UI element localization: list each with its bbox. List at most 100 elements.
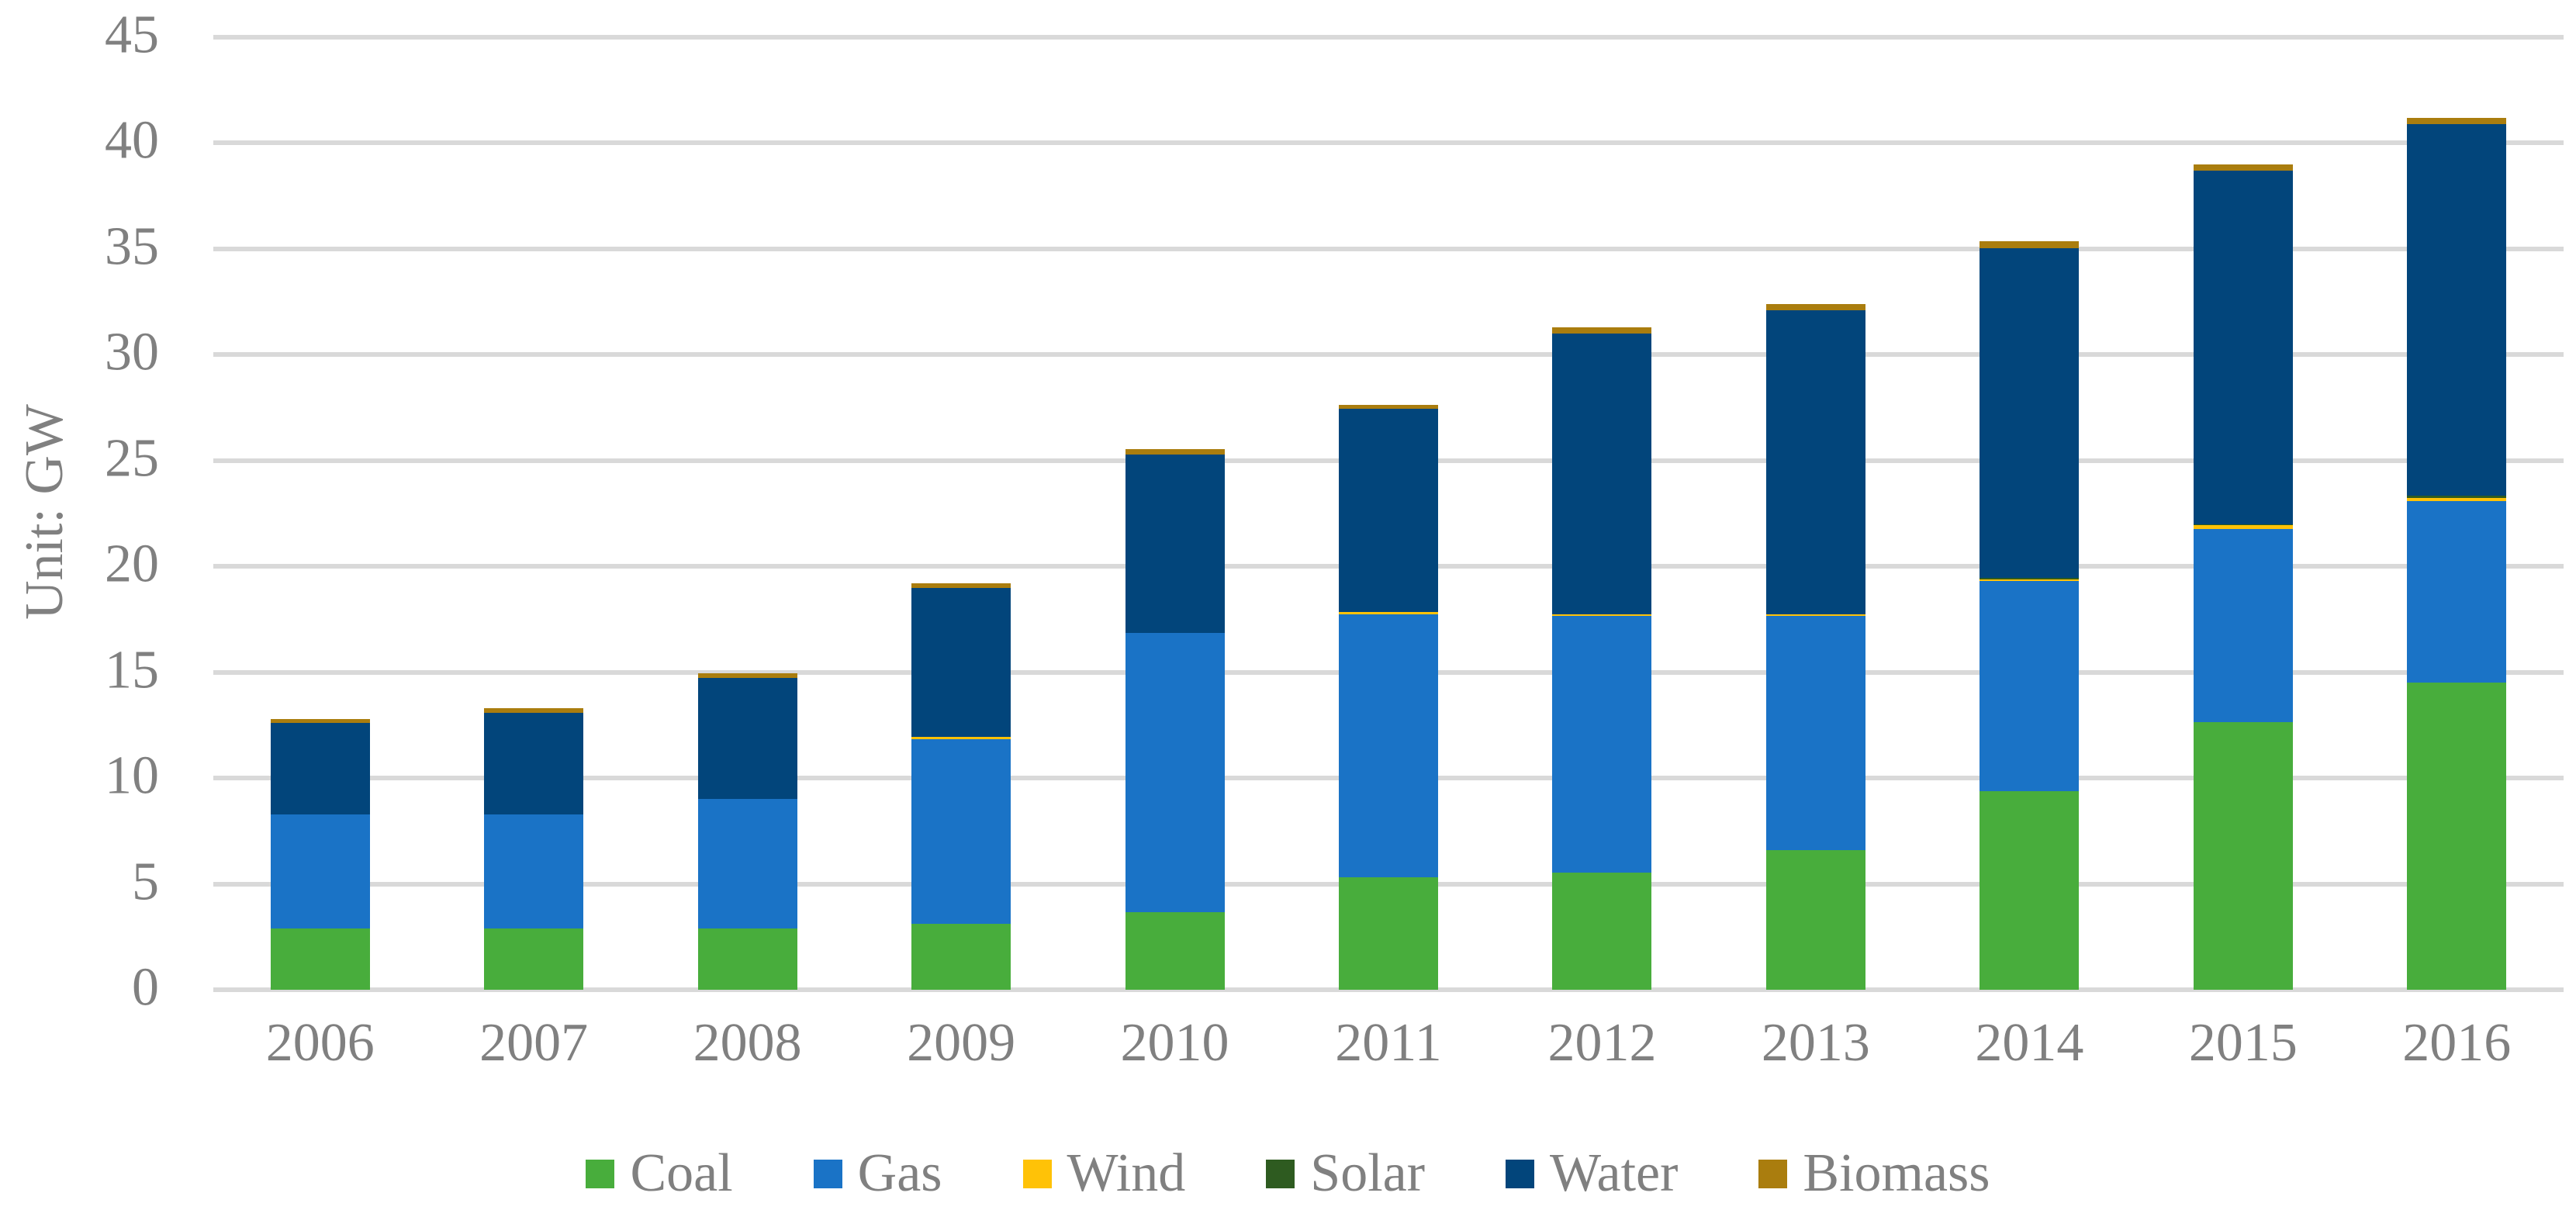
segment-gas-2016 [2407, 500, 2507, 683]
legend-swatch-solar [1266, 1159, 1295, 1188]
segment-water-2015 [2193, 170, 2293, 524]
bar-group-2015 [2193, 164, 2293, 990]
segment-gas-2013 [1765, 616, 1865, 850]
y-tick-label-0: 0 [132, 957, 159, 1018]
gridline-35 [213, 246, 2564, 251]
x-tick-label-2007: 2007 [479, 1013, 589, 1073]
segment-wind-2014 [1980, 579, 2080, 582]
segment-biomass-2011 [1339, 404, 1438, 409]
y-tick-label-35: 35 [105, 216, 159, 277]
x-tick-label-2006: 2006 [265, 1013, 375, 1073]
segment-water-2009 [911, 587, 1011, 737]
segment-biomass-2007 [484, 708, 584, 713]
segment-gas-2007 [484, 814, 584, 928]
y-tick-label-40: 40 [105, 111, 159, 171]
legend-label-coal: Coal [630, 1143, 733, 1203]
legend-label-water: Water [1550, 1143, 1679, 1203]
segment-biomass-2015 [2193, 164, 2293, 171]
bar-group-2016 [2407, 117, 2507, 990]
segment-wind-2013 [1765, 614, 1865, 617]
x-tick-label-2015: 2015 [2188, 1013, 2298, 1073]
x-tick-label-2014: 2014 [1975, 1013, 2084, 1073]
gridline-0 [213, 987, 2564, 992]
y-tick-label-30: 30 [105, 322, 159, 382]
legend-item-biomass: Biomass [1758, 1146, 1990, 1201]
legend-swatch-water [1506, 1159, 1535, 1188]
legend-item-solar: Solar [1266, 1146, 1425, 1201]
y-tick-label-45: 45 [105, 5, 159, 65]
x-tick-label-2013: 2013 [1761, 1013, 1870, 1073]
segment-water-2011 [1339, 408, 1438, 612]
segment-solar-2015 [2193, 524, 2293, 526]
segment-coal-2014 [1980, 790, 2080, 990]
x-axis-tick-labels: 2006 2007 2008 2009 2010 2011 2012 2013 2014 2015… [213, 1012, 2564, 1082]
legend-swatch-coal [586, 1159, 615, 1188]
x-tick-label-2011: 2011 [1335, 1013, 1442, 1073]
gridline-40 [213, 140, 2564, 146]
y-tick-label-20: 20 [105, 534, 159, 594]
x-tick-label-2009: 2009 [907, 1013, 1016, 1073]
legend: Coal Gas Wind Solar Water Biomass [0, 1146, 2576, 1201]
bar-group-2007 [484, 708, 584, 990]
segment-gas-2008 [697, 799, 797, 928]
segment-wind-2011 [1339, 611, 1438, 614]
segment-water-2016 [2407, 123, 2507, 496]
bar-group-2009 [911, 583, 1011, 990]
segment-coal-2015 [2193, 721, 2293, 990]
segment-gas-2006 [270, 814, 370, 928]
bar-group-2012 [1552, 327, 1652, 990]
y-tick-label-5: 5 [132, 852, 159, 912]
bar-group-2006 [270, 718, 370, 990]
segment-solar-2014 [1980, 578, 2080, 579]
segment-water-2006 [270, 723, 370, 814]
bar-group-2010 [1125, 448, 1225, 990]
segment-biomass-2013 [1765, 303, 1865, 311]
legend-swatch-gas [813, 1159, 842, 1188]
segment-biomass-2008 [697, 673, 797, 678]
segment-solar-2016 [2407, 495, 2507, 498]
segment-wind-2015 [2193, 525, 2293, 530]
segment-water-2008 [697, 677, 797, 800]
segment-gas-2015 [2193, 529, 2293, 722]
segment-biomass-2006 [270, 718, 370, 724]
segment-coal-2007 [484, 928, 584, 990]
segment-water-2007 [484, 712, 584, 814]
legend-label-solar: Solar [1310, 1143, 1426, 1203]
segment-gas-2012 [1552, 616, 1652, 873]
y-tick-label-25: 25 [105, 428, 159, 489]
segment-coal-2008 [697, 928, 797, 990]
legend-swatch-wind [1022, 1159, 1052, 1188]
segment-water-2010 [1125, 454, 1225, 634]
segment-gas-2010 [1125, 633, 1225, 913]
segment-biomass-2012 [1552, 327, 1652, 334]
legend-label-biomass: Biomass [1803, 1143, 1990, 1203]
bar-group-2008 [697, 673, 797, 990]
segment-gas-2014 [1980, 581, 2080, 791]
y-tick-label-10: 10 [105, 745, 159, 806]
segment-wind-2012 [1552, 614, 1652, 617]
plot-area [213, 35, 2564, 992]
segment-wind-2009 [911, 736, 1011, 739]
segment-coal-2011 [1339, 877, 1438, 990]
x-tick-label-2012: 2012 [1547, 1013, 1657, 1073]
segment-water-2012 [1552, 334, 1652, 614]
legend-swatch-biomass [1758, 1159, 1788, 1188]
legend-item-water: Water [1506, 1146, 1678, 1201]
segment-wind-2016 [2407, 497, 2507, 501]
segment-coal-2010 [1125, 912, 1225, 990]
segment-coal-2009 [911, 924, 1011, 990]
segment-gas-2011 [1339, 614, 1438, 878]
legend-item-coal: Coal [586, 1143, 733, 1203]
y-axis-tick-labels: 0 5 10 15 20 25 30 35 40 45 [0, 5, 159, 1018]
bar-group-2011 [1339, 404, 1438, 990]
legend-item-wind: Wind [1022, 1146, 1185, 1201]
gridline-45 [213, 35, 2564, 40]
x-tick-label-2008: 2008 [693, 1013, 802, 1073]
gridline-30 [213, 352, 2564, 358]
y-tick-label-15: 15 [105, 640, 159, 700]
bar-group-2013 [1765, 303, 1865, 990]
segment-coal-2013 [1765, 849, 1865, 990]
legend-label-gas: Gas [857, 1143, 942, 1203]
segment-coal-2016 [2407, 683, 2507, 990]
